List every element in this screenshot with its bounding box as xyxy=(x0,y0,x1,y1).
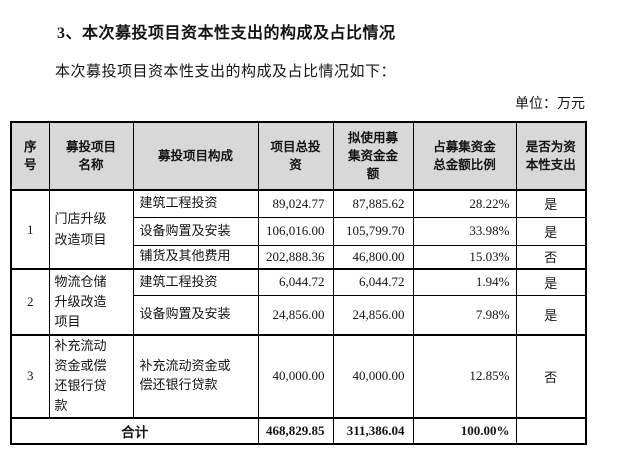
total-raised-funds: 311,386.04 xyxy=(332,416,414,445)
cell-composition: 设备购置及安装 xyxy=(132,216,259,246)
total-label: 合计 xyxy=(10,416,259,445)
col-header-ratio: 占募集资金 总金额比例 xyxy=(412,121,517,191)
cell-ratio: 28.22% xyxy=(412,189,517,218)
cell-ratio: 15.03% xyxy=(412,244,517,270)
cell-total-investment: 202,888.36 xyxy=(257,244,334,270)
col-header-project-name: 募投项目 名称 xyxy=(48,121,134,191)
cell-raised-funds: 6,044.72 xyxy=(332,268,414,296)
table-row: 1 门店升级 改造项目 建筑工程投资 89,024.77 87,885.62 2… xyxy=(10,189,587,270)
cell-total-investment: 24,856.00 xyxy=(257,294,334,336)
table-row: 设备购置及安装 24,856.00 24,856.00 7.98% 是 xyxy=(11,294,587,336)
col-header-composition: 募投项目构成 xyxy=(132,121,259,191)
col-header-is-capital: 是否为资 本性支出 xyxy=(515,121,587,191)
table-row: 铺货及其他费用 202,888.36 46,800.00 15.03% 否 xyxy=(11,244,587,270)
group-index: 3 xyxy=(10,334,50,419)
group-project-name: 补充流动 资金或偿 还银行贷 款 xyxy=(48,334,134,419)
cell-is-capital: 否 xyxy=(515,334,587,419)
table-header-row: 序 号 募投项目 名称 募投项目构成 项目总投 资 拟使用募 集资金金 额 占募… xyxy=(10,121,587,191)
cell-raised-funds: 105,799.70 xyxy=(332,216,414,246)
col-header-raised-funds: 拟使用募 集资金金 额 xyxy=(332,121,414,191)
cell-total-investment: 6,044.72 xyxy=(257,268,334,296)
intro-text: 本次募投项目资本性支出的构成及占比情况如下： xyxy=(55,64,397,80)
cell-raised-funds: 24,856.00 xyxy=(332,294,414,336)
group-project-name: 物流仓储 升级改造 项目 xyxy=(48,268,134,336)
cell-composition: 补充流动资金或 偿还银行贷款 xyxy=(132,334,259,419)
table-total-row: 合计 468,829.85 311,386.04 100.00% xyxy=(10,416,587,445)
cell-raised-funds: 87,885.62 xyxy=(332,189,414,218)
cell-total-investment: 89,024.77 xyxy=(257,189,334,218)
table-row: 设备购置及安装 106,016.00 105,799.70 33.98% 是 xyxy=(11,216,587,246)
cell-total-investment: 106,016.00 xyxy=(257,216,334,246)
cell-is-capital: 否 xyxy=(515,244,587,270)
cell-is-capital: 是 xyxy=(515,189,587,218)
cell-total-investment: 40,000.00 xyxy=(257,334,334,419)
group-index: 2 xyxy=(10,268,50,336)
cell-ratio: 1.94% xyxy=(412,268,517,296)
total-ratio: 100.00% xyxy=(412,416,517,445)
cell-raised-funds: 46,800.00 xyxy=(332,244,414,270)
table-row: 2 物流仓储 升级改造 项目 建筑工程投资 6,044.72 6,044.72 … xyxy=(10,268,587,336)
cell-is-capital: 是 xyxy=(515,294,587,336)
cell-composition: 铺货及其他费用 xyxy=(132,244,259,270)
group-index: 1 xyxy=(10,189,50,270)
cell-composition: 设备购置及安装 xyxy=(132,294,259,336)
group-project-name: 门店升级 改造项目 xyxy=(48,189,134,270)
cell-ratio: 7.98% xyxy=(412,294,517,336)
section-title: 3、本次募投项目资本性支出的构成及占比情况 xyxy=(57,25,396,42)
cell-composition: 建筑工程投资 xyxy=(132,189,259,218)
total-total-investment: 468,829.85 xyxy=(257,416,334,445)
cell-ratio: 12.85% xyxy=(412,334,517,419)
col-header-index: 序 号 xyxy=(10,121,50,191)
capex-table: 序 号 募投项目 名称 募投项目构成 项目总投 资 拟使用募 集资金金 额 占募… xyxy=(10,121,587,445)
total-is-capital xyxy=(515,416,587,445)
col-header-total-investment: 项目总投 资 xyxy=(257,121,334,191)
cell-is-capital: 是 xyxy=(515,268,587,296)
cell-composition: 建筑工程投资 xyxy=(132,268,259,296)
cell-ratio: 33.98% xyxy=(412,216,517,246)
unit-label: 单位：万元 xyxy=(515,97,585,112)
cell-raised-funds: 40,000.00 xyxy=(332,334,414,419)
cell-is-capital: 是 xyxy=(515,216,587,246)
table-row: 3 补充流动 资金或偿 还银行贷 款 补充流动资金或 偿还银行贷款 40,000… xyxy=(10,334,587,419)
